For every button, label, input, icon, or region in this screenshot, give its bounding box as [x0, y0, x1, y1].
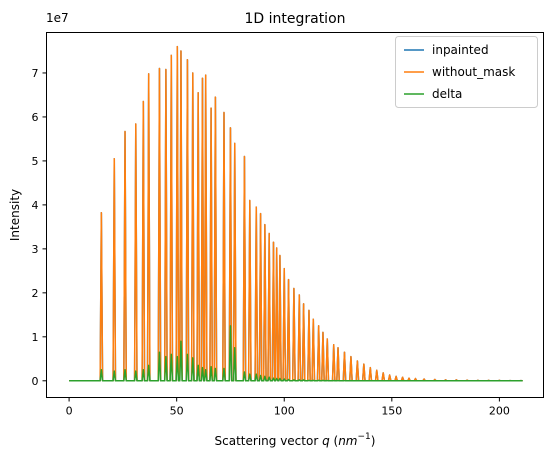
y-offset-text: 1e7 [46, 11, 69, 25]
x-axis-ticks: 0 50 100 150 200 [66, 397, 510, 418]
plot-frame [46, 32, 544, 398]
x-tick-label: 100 [274, 405, 295, 418]
y-tick-label: 4 [32, 199, 39, 212]
y-axis-ticks: 0 1 2 3 4 5 6 7 [32, 67, 47, 388]
x-axis-label-open-paren: ( [330, 434, 339, 448]
series-line-delta [69, 325, 523, 382]
legend-label-inpainted: inpainted [432, 43, 489, 57]
legend-label-without-mask: without_mask [432, 65, 515, 79]
y-tick-label: 3 [32, 243, 39, 256]
x-tick-label: 200 [489, 405, 510, 418]
y-axis-label: Intensity [8, 189, 22, 241]
x-axis-label-unit: nm [338, 434, 357, 448]
x-tick-label: 50 [170, 405, 184, 418]
y-tick-label: 6 [32, 111, 39, 124]
y-tick-label: 2 [32, 287, 39, 300]
x-tick-label: 0 [66, 405, 73, 418]
x-axis-label: Scattering vector q (nm−1) [215, 432, 376, 448]
y-tick-label: 7 [32, 67, 39, 80]
legend-box [395, 36, 538, 108]
x-tick-label: 150 [381, 405, 402, 418]
y-tick-label: 1 [32, 331, 39, 344]
y-tick-label: 5 [32, 155, 39, 168]
x-axis-label-close-paren: ) [371, 434, 376, 448]
x-axis-label-variable: q [322, 434, 330, 448]
series-layer [69, 45, 523, 382]
x-axis-label-unit-exponent: −1 [358, 432, 371, 442]
y-tick-label: 0 [32, 375, 39, 388]
legend-label-delta: delta [432, 87, 462, 101]
x-axis-label-prefix: Scattering vector [215, 434, 323, 448]
plot-area [46, 32, 544, 398]
chart-title: 1D integration [244, 11, 345, 27]
